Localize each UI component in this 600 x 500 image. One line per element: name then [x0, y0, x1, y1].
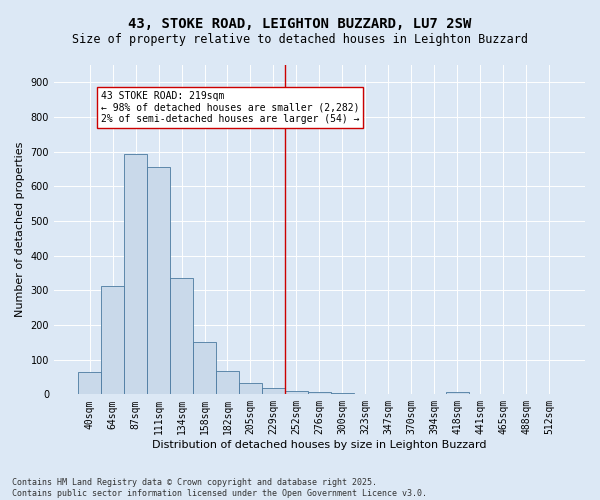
Bar [262, 388, 285, 394]
X-axis label: Distribution of detached houses by size in Leighton Buzzard: Distribution of detached houses by size … [152, 440, 487, 450]
Text: Contains HM Land Registry data © Crown copyright and database right 2025.
Contai: Contains HM Land Registry data © Crown c… [12, 478, 427, 498]
Bar [308, 392, 331, 394]
Bar [446, 392, 469, 394]
Text: 43 STOKE ROAD: 219sqm
← 98% of detached houses are smaller (2,282)
2% of semi-de: 43 STOKE ROAD: 219sqm ← 98% of detached … [101, 91, 359, 124]
Bar [216, 371, 239, 394]
Bar [170, 278, 193, 394]
Bar [78, 372, 101, 394]
Text: Size of property relative to detached houses in Leighton Buzzard: Size of property relative to detached ho… [72, 32, 528, 46]
Bar [147, 166, 170, 394]
Y-axis label: Number of detached properties: Number of detached properties [15, 142, 25, 318]
Bar [331, 392, 354, 394]
Bar [193, 342, 216, 394]
Text: 43, STOKE ROAD, LEIGHTON BUZZARD, LU7 2SW: 43, STOKE ROAD, LEIGHTON BUZZARD, LU7 2S… [128, 18, 472, 32]
Bar [239, 383, 262, 394]
Bar [285, 391, 308, 394]
Bar [124, 154, 147, 394]
Bar [101, 286, 124, 395]
